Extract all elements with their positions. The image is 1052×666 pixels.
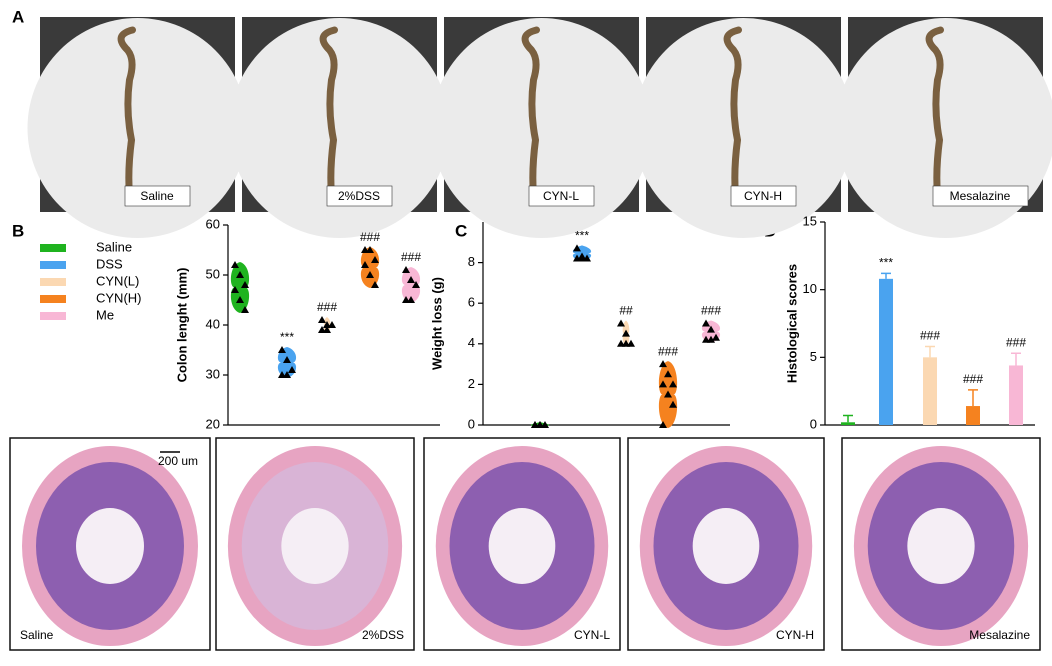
- photo-label: 2%DSS: [338, 189, 380, 203]
- tissue-lumen: [693, 508, 760, 584]
- significance-label: ###: [401, 250, 421, 264]
- y-tick-label: 15: [803, 213, 817, 228]
- y-tick-label: 6: [468, 295, 475, 310]
- bar: [879, 279, 893, 425]
- y-tick-label: 40: [206, 316, 220, 331]
- y-tick-label: 8: [468, 254, 475, 269]
- tissue-lumen: [281, 508, 348, 584]
- y-tick-label: 5: [810, 349, 817, 364]
- error-bar: [843, 416, 853, 423]
- legend-label: CYN(H): [96, 290, 142, 305]
- histology-label: CYN-H: [776, 628, 814, 642]
- panel-label: A: [12, 7, 24, 26]
- histology-label: Mesalazine: [969, 628, 1030, 642]
- panel-label: C: [455, 221, 467, 240]
- panel-label: B: [12, 221, 24, 240]
- histology-label: CYN-L: [574, 628, 610, 642]
- histology-label: Saline: [20, 628, 54, 642]
- y-tick-label: 0: [468, 416, 475, 431]
- legend-swatch: [40, 278, 66, 286]
- significance-label: ***: [575, 229, 589, 243]
- y-axis-title: Colon lenght (mm): [174, 268, 189, 383]
- legend-label: Saline: [96, 239, 132, 254]
- legend-swatch: [40, 312, 66, 320]
- error-bar: [925, 347, 935, 358]
- photo-label: CYN-H: [744, 189, 782, 203]
- error-bar: [881, 273, 891, 278]
- photo-label: CYN-L: [543, 189, 579, 203]
- bar: [923, 357, 937, 425]
- legend-swatch: [40, 295, 66, 303]
- y-tick-label: 10: [803, 281, 817, 296]
- histology-label: 2%DSS: [362, 628, 404, 642]
- bar: [841, 422, 855, 425]
- bar: [1009, 365, 1023, 425]
- tissue-lumen: [907, 508, 974, 584]
- scale-bar-label: 200 um: [158, 454, 198, 468]
- significance-label: ###: [1006, 335, 1026, 349]
- y-tick-label: 60: [206, 216, 220, 231]
- tissue-lumen: [489, 508, 556, 584]
- significance-label: ##: [619, 304, 633, 318]
- error-bar: [1011, 353, 1021, 365]
- y-tick-label: 4: [468, 335, 475, 350]
- photo-label: Saline: [140, 189, 174, 203]
- significance-label: ###: [963, 372, 983, 386]
- y-axis-title: Histological scores: [784, 264, 799, 383]
- legend-swatch: [40, 261, 66, 269]
- y-tick-label: 20: [206, 416, 220, 431]
- photo-label: Mesalazine: [950, 189, 1011, 203]
- bar: [966, 406, 980, 425]
- y-tick-label: 2: [468, 376, 475, 391]
- error-bar: [968, 390, 978, 406]
- significance-label: ###: [360, 230, 380, 244]
- y-axis-title: Weight loss (g): [429, 277, 444, 370]
- y-tick-label: 50: [206, 266, 220, 281]
- significance-label: ***: [879, 256, 893, 270]
- significance-label: ###: [920, 329, 940, 343]
- data-point: [617, 320, 625, 327]
- legend-label: Me: [96, 307, 114, 322]
- y-tick-label: 30: [206, 366, 220, 381]
- significance-label: ***: [280, 330, 294, 344]
- y-tick-label: 0: [810, 416, 817, 431]
- significance-label: ###: [701, 304, 721, 318]
- legend-label: DSS: [96, 256, 123, 271]
- legend-swatch: [40, 244, 66, 252]
- significance-label: ###: [658, 344, 678, 358]
- legend-label: CYN(L): [96, 273, 139, 288]
- significance-label: ###: [317, 300, 337, 314]
- tissue-lumen: [76, 508, 144, 584]
